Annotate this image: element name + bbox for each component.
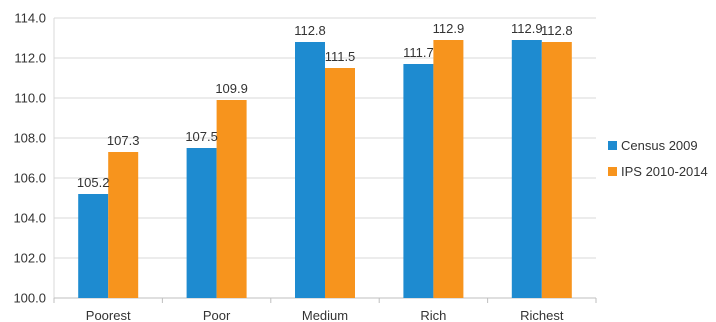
data-label: 105.2 [77,175,110,190]
y-tick-label: 104.0 [13,211,46,226]
y-tick-label: 108.0 [13,131,46,146]
data-label: 112.9 [511,21,543,36]
y-tick-label: 106.0 [13,171,46,186]
x-tick-label: Rich [420,308,446,322]
bar-census-2009-rich [403,64,434,298]
x-axis: Poorest Poor Medium Rich Richest [53,298,597,322]
bars [78,40,572,298]
x-tick-label: Poor [203,308,231,322]
bar-census-2009-richest [511,40,542,298]
data-label: 111.7 [403,45,434,60]
x-tick-label: Medium [302,308,348,322]
data-label: 111.5 [325,49,356,64]
legend-label: IPS 2010-2014 [621,164,708,179]
y-tick-label: 110.0 [14,91,46,106]
bar-ips-2010-2014-richest [541,42,572,298]
legend-swatch [608,167,617,176]
bar-census-2009-poorest [78,194,109,298]
bar-ips-2010-2014-poor [216,100,247,298]
legend: Census 2009 IPS 2010-2014 [608,138,708,179]
data-label: 107.5 [185,129,218,144]
data-label: 112.8 [294,23,326,38]
data-label: 107.3 [107,133,140,148]
data-label: 109.9 [215,81,248,96]
y-tick-label: 100.0 [13,291,46,306]
y-tick-label: 102.0 [13,251,46,266]
legend-label: Census 2009 [621,138,698,153]
y-tick-label: 114.0 [14,11,46,26]
bar-census-2009-medium [295,42,325,298]
bar-census-2009-poor [186,148,217,298]
y-tick-label: 112.0 [14,51,46,66]
x-tick-label: Poorest [86,308,131,322]
legend-swatch [608,141,617,150]
data-label: 112.9 [433,21,465,36]
bar-ips-2010-2014-medium [325,68,355,298]
x-tick-label: Richest [520,308,564,322]
bar-ips-2010-2014-poorest [108,152,139,298]
bar-ips-2010-2014-rich [433,40,464,298]
data-labels: 105.2 107.3 107.5 109.9 112.8 111.5 111.7 112.9… [77,21,573,190]
data-label: 112.8 [541,23,573,38]
